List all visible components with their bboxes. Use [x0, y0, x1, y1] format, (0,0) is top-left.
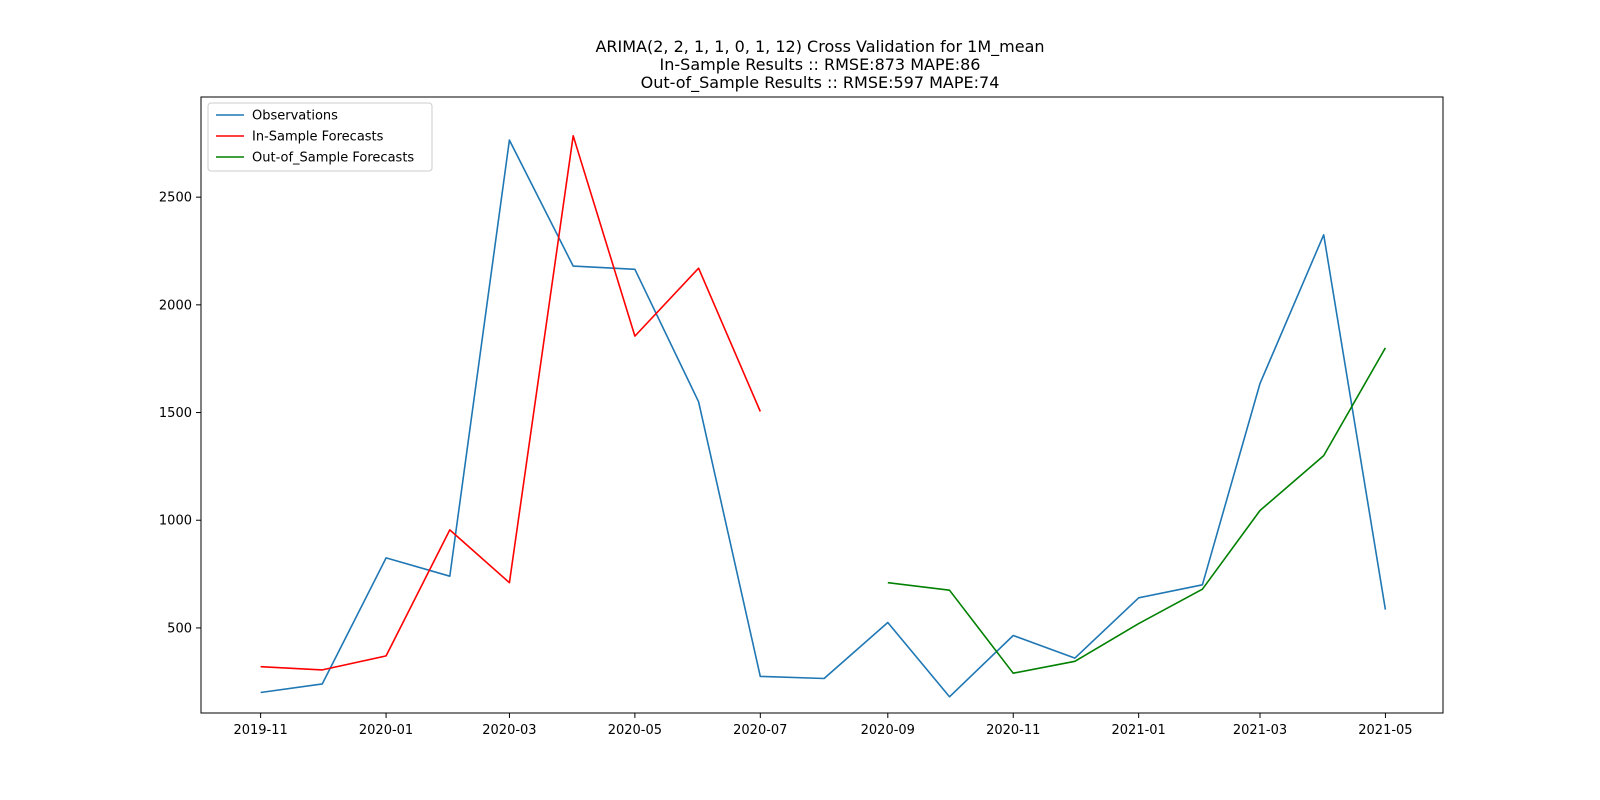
x-tick-label: 2021-05	[1358, 723, 1412, 738]
x-tick-label: 2020-05	[608, 723, 662, 738]
y-tick-label: 2500	[159, 191, 192, 206]
legend-label: Observations	[252, 109, 338, 124]
y-tick-label: 2000	[159, 298, 192, 313]
plot-area	[200, 96, 1444, 714]
series-lines	[260, 135, 1387, 698]
x-tick-label: 2020-11	[986, 723, 1040, 738]
series-line-1	[260, 135, 762, 671]
legend-box	[207, 102, 433, 172]
legend-label: In-Sample Forecasts	[252, 130, 384, 145]
y-axis: 500 1000 1500 2000 2500	[159, 191, 201, 636]
x-tick-label: 2020-09	[861, 723, 915, 738]
chart-title-line: In-Sample Results :: RMSE:873 MAPE:86	[660, 55, 981, 74]
x-tick-label: 2021-01	[1112, 723, 1166, 738]
y-tick-label: 500	[167, 621, 192, 636]
y-tick-label: 1500	[159, 406, 192, 421]
legend-label: Out-of_Sample Forecasts	[252, 151, 414, 166]
x-tick-label: 2019-11	[233, 723, 287, 738]
x-tick-label: 2020-01	[359, 723, 413, 738]
chart-title: ARIMA(2, 2, 1, 1, 0, 1, 12) Cross Valida…	[595, 37, 1044, 93]
x-tick-label: 2020-03	[482, 723, 536, 738]
x-axis: 2019-11 2020-01 2020-03 2020-05 2020-07 2020-…	[233, 713, 1413, 738]
x-tick-label: 2020-07	[733, 723, 787, 738]
y-tick-label: 1000	[159, 514, 192, 529]
chart-title-line: ARIMA(2, 2, 1, 1, 0, 1, 12) Cross Valida…	[595, 37, 1044, 57]
chart-title-line: Out-of_Sample Results :: RMSE:597 MAPE:7…	[641, 73, 1000, 93]
series-line-2	[887, 347, 1387, 675]
legend: Observations In-Sample Forecasts Out-of_Sa…	[207, 102, 433, 172]
series-line-0	[260, 139, 1387, 698]
x-tick-label: 2021-03	[1233, 723, 1287, 738]
